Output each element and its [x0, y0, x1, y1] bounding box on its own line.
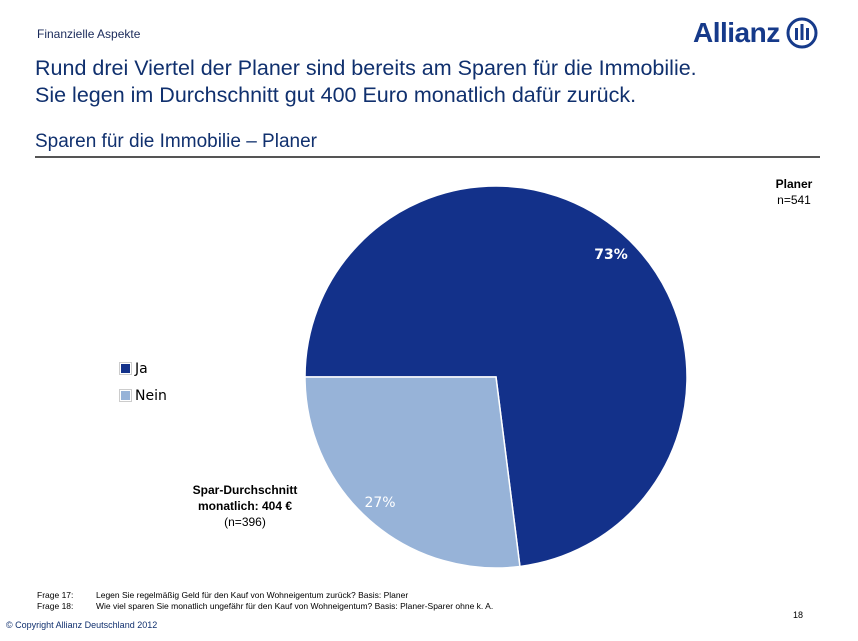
footnote: Frage 17: Legen Sie regelmäßig Geld für d…: [37, 590, 493, 601]
data-label-nein: 27%: [364, 495, 395, 511]
legend-swatch: [119, 389, 132, 402]
divider: [35, 156, 820, 158]
copyright: © Copyright Allianz Deutschland 2012: [6, 620, 158, 630]
annotation-line: monatlich: 404 €: [197, 499, 293, 513]
legend-item-ja: Ja: [119, 355, 167, 382]
logo-text: Allianz: [693, 17, 780, 48]
footnotes: Frage 17: Legen Sie regelmäßig Geld für d…: [37, 590, 493, 612]
chart-subtitle: Sparen für die Immobilie – Planer: [35, 131, 317, 152]
section-label: Finanzielle Aspekte: [37, 27, 141, 41]
title-line-2: Sie legen im Durchschnitt gut 400 Euro m…: [35, 83, 637, 107]
page-number: 18: [793, 610, 804, 620]
question-text: Legen Sie regelmäßig Geld für den Kauf v…: [96, 590, 409, 600]
legend-swatch: [119, 362, 132, 375]
question-text: Wie viel sparen Sie monatlich ungefähr f…: [96, 601, 494, 611]
sample-size: n=541: [777, 193, 811, 207]
legend: Ja Nein: [119, 355, 167, 409]
question-number: Frage 17:: [37, 590, 74, 600]
savings-average-annotation: Spar-Durchschnitt monatlich: 404 € (n=39…: [160, 482, 330, 530]
chart-title: Planer: [775, 177, 813, 191]
legend-item-nein: Nein: [119, 382, 167, 409]
chart-base-label: Planer n=541: [760, 176, 828, 208]
page-title: Rund drei Viertel der Planer sind bereit…: [35, 55, 697, 109]
question-number: Frage 18:: [37, 601, 74, 611]
pie-slice-nein: [304, 376, 521, 569]
title-line-1: Rund drei Viertel der Planer sind bereit…: [35, 56, 697, 80]
annotation-line: (n=396): [224, 515, 266, 529]
allianz-logo: Allianz: [693, 17, 818, 49]
data-label-ja: 73%: [594, 247, 628, 263]
annotation-line: Spar-Durchschnitt: [192, 483, 298, 497]
footnote: Frage 18: Wie viel sparen Sie monatlich u…: [37, 601, 493, 612]
legend-label: Nein: [135, 387, 167, 404]
allianz-eagle-icon: [786, 17, 818, 49]
legend-label: Ja: [135, 360, 148, 377]
